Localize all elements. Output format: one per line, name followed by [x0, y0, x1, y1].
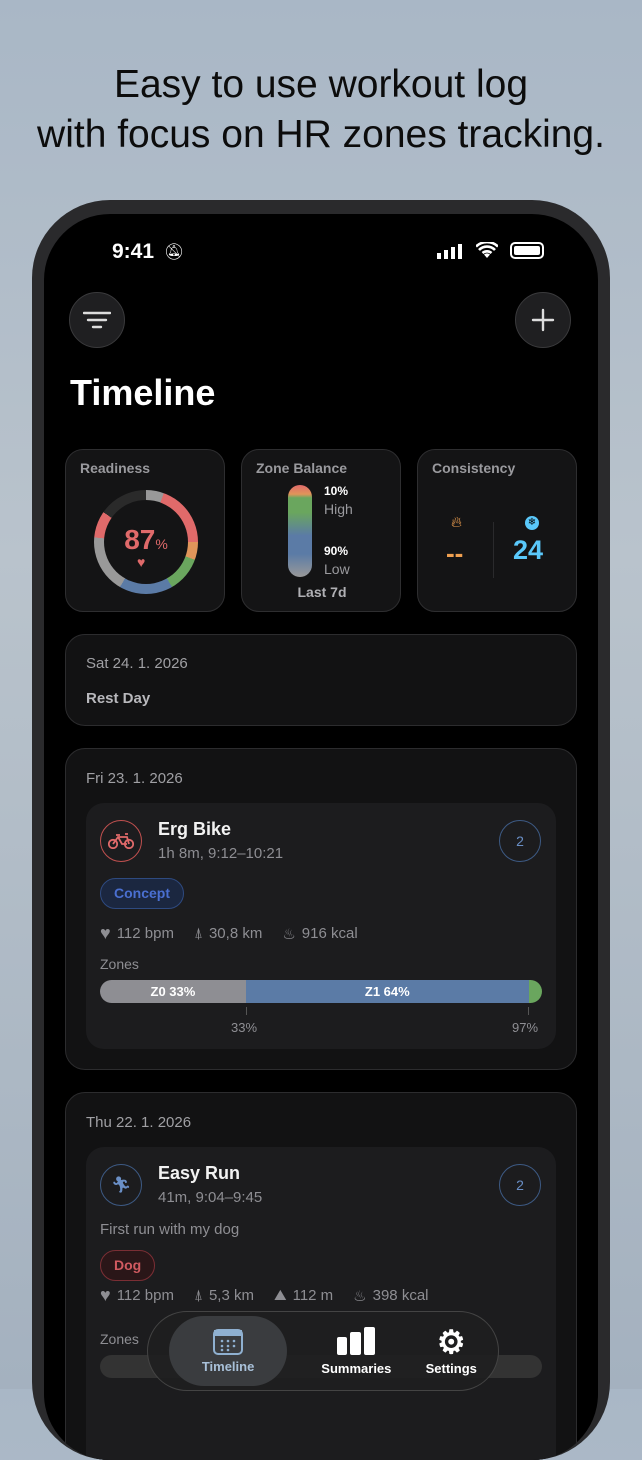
- wifi-icon: [476, 242, 498, 258]
- tick-label: 33%: [231, 1020, 258, 1035]
- calories-icon: ♨: [353, 1287, 367, 1305]
- tab-label: Summaries: [321, 1360, 392, 1376]
- tick-mark: [528, 1007, 529, 1015]
- day-card[interactable]: Sat 24. 1. 2026 Rest Day: [65, 634, 577, 726]
- tab-summaries[interactable]: Summaries: [321, 1326, 392, 1376]
- high-label: High: [324, 501, 353, 517]
- heart-icon: ♥: [100, 1285, 111, 1305]
- workout-note: First run with my dog: [100, 1221, 240, 1238]
- bike-icon: [100, 820, 142, 862]
- plus-icon: [531, 308, 555, 332]
- tag-badge[interactable]: Dog: [100, 1250, 156, 1281]
- headline-line1: Easy to use workout log: [113, 63, 529, 106]
- tab-bar: Timeline Summaries ⚙ Settings: [147, 1311, 499, 1391]
- filter-icon: [83, 311, 111, 329]
- tab-settings[interactable]: ⚙ Settings: [425, 1323, 477, 1376]
- distance-value: 30,8 km: [208, 925, 263, 942]
- day-date: Thu 22. 1. 2026: [86, 1114, 192, 1131]
- zone-balance-bar: [288, 485, 312, 577]
- day-date: Sat 24. 1. 2026: [86, 655, 188, 672]
- readiness-card[interactable]: Readiness 87% ♥: [65, 449, 225, 612]
- workout-name: Erg Bike: [158, 819, 232, 839]
- freeze-value: 24: [513, 535, 544, 565]
- divider: [493, 522, 494, 578]
- tab-label: Settings: [425, 1360, 477, 1376]
- zone-balance-period: Last 7d: [297, 584, 347, 600]
- add-button[interactable]: [515, 292, 571, 348]
- kcal-value: 916 kcal: [301, 925, 358, 942]
- workout-card[interactable]: Erg Bike 1h 8m, 9:12–10:21 2 Concept ♥ 11…: [86, 803, 556, 1049]
- heart-icon: ♥: [100, 923, 111, 943]
- zone-segment: [528, 980, 542, 1003]
- battery-icon: [510, 242, 544, 259]
- workout-count-badge[interactable]: 2: [499, 1164, 541, 1206]
- consistency-card[interactable]: Consistency 🔥︎ -- ❄ 24: [417, 449, 577, 612]
- heart-bolt-icon: ♥: [137, 554, 146, 570]
- zone-segment: Z0 33%: [100, 980, 246, 1003]
- hr-value: 112 bpm: [116, 925, 174, 942]
- signal-icon: [437, 244, 462, 259]
- zones-bar: Z0 33% Z1 64%: [100, 980, 542, 1003]
- headline-line2: with focus on HR zones tracking.: [37, 113, 605, 156]
- tab-timeline[interactable]: Timeline: [169, 1316, 288, 1386]
- calories-icon: ♨: [282, 925, 296, 943]
- workout-count-badge[interactable]: 2: [499, 820, 541, 862]
- day-card: Thu 22. 1. 2026 🏃︎ Easy Run 41m, 9:04–9:…: [65, 1092, 577, 1460]
- phone-frame: 9:41 🔕︎ Timeline Readiness 87% ♥ Zone Ba…: [32, 200, 610, 1460]
- tick-mark: [246, 1007, 247, 1015]
- workout-stats: ♥ 112 bpm ⍋ 30,8 km ♨ 916 kcal: [100, 923, 358, 944]
- high-pct: 10%: [324, 484, 349, 498]
- gear-icon: ⚙: [436, 1323, 466, 1360]
- readiness-value: 87%: [124, 524, 168, 555]
- workout-name: Easy Run: [158, 1163, 241, 1183]
- hr-value: 112 bpm: [116, 1287, 174, 1304]
- workout-time: 41m, 9:04–9:45: [158, 1189, 263, 1206]
- headline: Easy to use workout log with focus on HR…: [0, 60, 642, 160]
- low-pct: 90%: [324, 544, 349, 558]
- streak-value: --: [446, 538, 464, 568]
- zone-balance-card[interactable]: Zone Balance 10% High 90% Low Last 7d: [241, 449, 401, 612]
- snowflake-icon: ❄: [525, 516, 539, 530]
- calendar-icon: [213, 1328, 244, 1355]
- bar-chart-icon: [337, 1326, 376, 1355]
- bell-slash-icon: 🔕︎: [164, 244, 185, 261]
- day-date: Fri 23. 1. 2026: [86, 770, 183, 787]
- rest-day-label: Rest Day: [86, 690, 151, 707]
- workout-card[interactable]: 🏃︎ Easy Run 41m, 9:04–9:45 2 First run w…: [86, 1147, 556, 1460]
- day-card: Fri 23. 1. 2026 Erg Bike 1h 8m, 9:12–10:…: [65, 748, 577, 1070]
- tag-badge[interactable]: Concept: [100, 878, 184, 909]
- tab-label: Timeline: [201, 1358, 255, 1374]
- zone-segment: Z1 64%: [245, 980, 529, 1003]
- workout-stats: ♥ 112 bpm ⍋ 5,3 km ⛰︎ 112 m ♨ 398 kcal: [100, 1285, 429, 1306]
- kcal-value: 398 kcal: [372, 1287, 429, 1304]
- elevation-icon: ⛰︎: [273, 1287, 287, 1304]
- elevation-value: 112 m: [292, 1287, 334, 1304]
- tick-label: 97%: [512, 1020, 539, 1035]
- flame-icon: 🔥︎: [451, 514, 463, 531]
- zone-balance-title: Zone Balance: [256, 460, 348, 476]
- distance-icon: ⍋: [193, 925, 203, 942]
- page-title: Timeline: [70, 372, 216, 413]
- zones-label: Zones: [100, 956, 139, 972]
- readiness-title: Readiness: [80, 460, 151, 476]
- filter-button[interactable]: [69, 292, 125, 348]
- distance-value: 5,3 km: [208, 1287, 254, 1304]
- status-time: 9:41: [112, 240, 155, 263]
- distance-icon: ⍋: [193, 1287, 203, 1304]
- zones-label: Zones: [100, 1331, 139, 1347]
- running-icon: 🏃︎: [100, 1164, 142, 1206]
- readiness-gauge: [94, 490, 198, 594]
- low-label: Low: [324, 561, 350, 577]
- consistency-title: Consistency: [432, 460, 516, 476]
- app-screen: 9:41 🔕︎ Timeline Readiness 87% ♥ Zone Ba…: [44, 214, 598, 1460]
- workout-time: 1h 8m, 9:12–10:21: [158, 845, 284, 862]
